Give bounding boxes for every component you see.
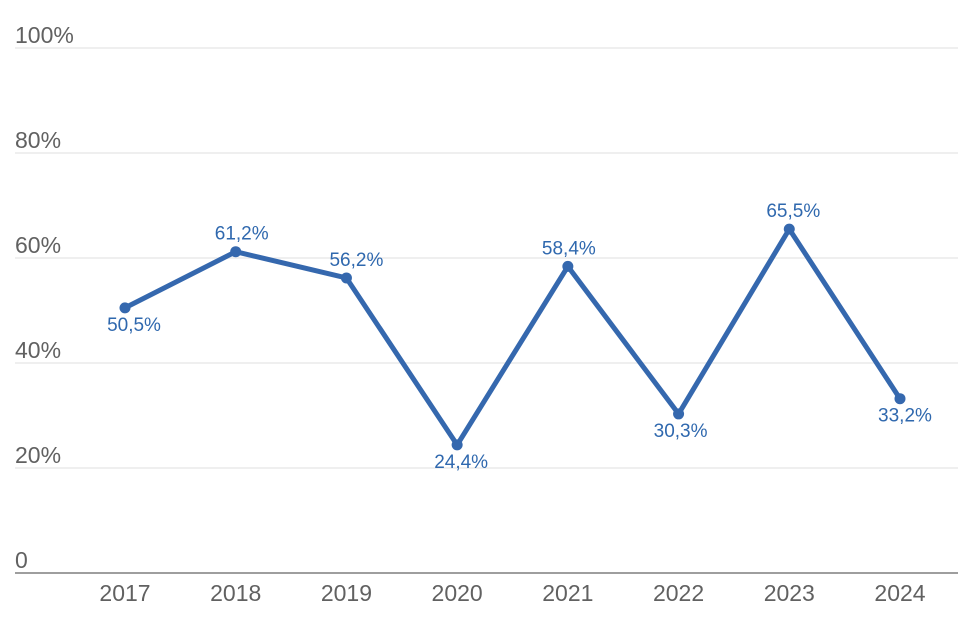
data-point-label: 50,5% bbox=[107, 315, 161, 336]
x-tick-label: 2022 bbox=[653, 580, 704, 606]
y-tick-label: 80% bbox=[15, 127, 61, 153]
data-point[interactable] bbox=[451, 439, 463, 451]
x-tick-label: 2023 bbox=[764, 580, 815, 606]
data-point-label: 56,2% bbox=[329, 250, 383, 271]
data-point[interactable] bbox=[673, 408, 685, 420]
data-point-label: 24,4% bbox=[434, 452, 488, 473]
y-tick-label: 0 bbox=[15, 547, 28, 573]
data-point[interactable] bbox=[562, 260, 574, 272]
data-point-label: 58,4% bbox=[542, 238, 596, 259]
data-point[interactable] bbox=[230, 246, 242, 258]
data-point-label: 33,2% bbox=[878, 406, 932, 427]
data-point-label: 30,3% bbox=[654, 421, 708, 442]
data-point[interactable] bbox=[894, 393, 906, 405]
y-tick-label: 20% bbox=[15, 442, 61, 468]
series-line bbox=[122, 226, 903, 448]
y-tick-label: 60% bbox=[15, 232, 61, 258]
data-point-label: 61,2% bbox=[215, 224, 269, 245]
y-tick-label: 40% bbox=[15, 337, 61, 363]
y-tick-label: 100% bbox=[15, 22, 74, 48]
x-tick-label: 2020 bbox=[432, 580, 483, 606]
x-tick-label: 2019 bbox=[321, 580, 372, 606]
data-point-label: 65,5% bbox=[766, 201, 820, 222]
data-point[interactable] bbox=[783, 223, 795, 235]
data-point[interactable] bbox=[340, 272, 352, 284]
data-point[interactable] bbox=[119, 302, 131, 314]
x-tick-label: 2018 bbox=[210, 580, 261, 606]
x-tick-label: 2021 bbox=[542, 580, 593, 606]
x-tick-label: 2017 bbox=[99, 580, 150, 606]
x-tick-label: 2024 bbox=[874, 580, 925, 606]
